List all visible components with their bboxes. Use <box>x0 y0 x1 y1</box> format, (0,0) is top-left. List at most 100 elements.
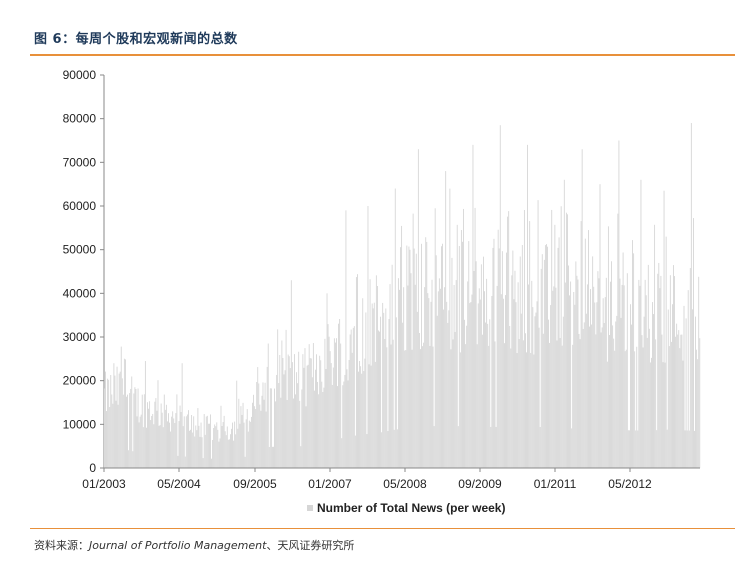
bar <box>648 328 650 468</box>
bar <box>368 364 370 468</box>
bar <box>290 280 292 468</box>
bar <box>488 345 490 468</box>
bar <box>445 171 447 469</box>
bar <box>478 288 480 468</box>
bar <box>321 381 323 468</box>
bar <box>424 287 426 468</box>
bar <box>198 425 200 468</box>
bar <box>456 224 458 468</box>
bar <box>286 399 288 468</box>
figure-title: 图 6：每周个股和宏观新闻的总数 <box>34 32 238 47</box>
bar <box>638 279 640 468</box>
bar <box>491 295 493 468</box>
bar <box>266 366 268 468</box>
bar <box>414 284 416 468</box>
source-note: 资料来源：Journal of Portfolio Management、天风证… <box>34 537 354 553</box>
bar <box>622 252 624 468</box>
bar <box>405 350 407 468</box>
bar <box>480 264 482 468</box>
bar <box>631 324 632 468</box>
bar <box>556 340 558 468</box>
bar <box>205 416 207 468</box>
bar <box>555 287 557 468</box>
bar <box>247 431 249 468</box>
bar <box>502 298 504 468</box>
bar <box>626 273 628 468</box>
bar <box>548 319 550 468</box>
bar <box>512 250 514 468</box>
bar <box>258 383 260 468</box>
bar <box>609 335 610 468</box>
bar <box>234 421 236 468</box>
bar <box>493 238 495 468</box>
bar <box>579 339 581 468</box>
bar <box>303 367 305 468</box>
bar <box>315 369 316 468</box>
bar <box>310 358 312 468</box>
bar <box>487 323 489 468</box>
bar <box>211 458 212 468</box>
bar <box>522 340 524 468</box>
bar <box>390 344 392 468</box>
bar <box>538 327 540 468</box>
bar <box>273 446 274 468</box>
bar <box>276 374 278 468</box>
bar <box>674 276 675 468</box>
bar <box>691 309 693 468</box>
bar <box>666 429 668 468</box>
bar <box>179 405 181 468</box>
bar <box>501 251 503 468</box>
bar <box>110 375 112 468</box>
bar <box>654 224 656 468</box>
bar <box>415 253 417 468</box>
bar <box>601 327 603 468</box>
bar <box>531 280 533 468</box>
bar <box>633 253 635 468</box>
bar <box>352 327 354 468</box>
bar <box>642 347 644 468</box>
bar <box>297 383 299 468</box>
bar <box>340 343 342 468</box>
bar <box>225 435 227 468</box>
bar <box>152 413 154 468</box>
bar <box>329 351 331 468</box>
bar <box>404 350 406 468</box>
bar <box>114 375 116 468</box>
bar <box>129 393 131 468</box>
bar <box>268 446 270 468</box>
bar <box>360 366 362 468</box>
bar <box>573 291 575 468</box>
bar <box>661 334 663 468</box>
bar <box>232 422 233 468</box>
bar <box>168 413 169 468</box>
bar <box>339 319 341 468</box>
x-tick-label: 05/2012 <box>608 477 652 491</box>
bar <box>228 439 230 468</box>
bar <box>649 362 651 468</box>
bars-group <box>104 123 701 469</box>
bar <box>641 335 643 468</box>
bar <box>418 333 420 468</box>
bar <box>646 337 648 468</box>
bar <box>673 265 674 468</box>
bar <box>536 301 538 468</box>
bar <box>153 424 155 468</box>
bar <box>105 371 106 468</box>
bar <box>554 224 556 468</box>
bar <box>144 361 146 468</box>
bar <box>261 395 263 468</box>
bar <box>199 436 201 468</box>
bar <box>655 339 657 468</box>
bar <box>681 334 683 468</box>
bar <box>657 273 659 468</box>
bar <box>561 345 563 468</box>
bar <box>371 303 373 468</box>
bar <box>112 403 114 468</box>
bar <box>610 281 611 468</box>
bar <box>212 439 214 468</box>
bar <box>213 427 215 468</box>
bar <box>158 425 160 468</box>
bar <box>530 352 532 468</box>
bar <box>246 409 248 468</box>
bar <box>659 288 661 468</box>
